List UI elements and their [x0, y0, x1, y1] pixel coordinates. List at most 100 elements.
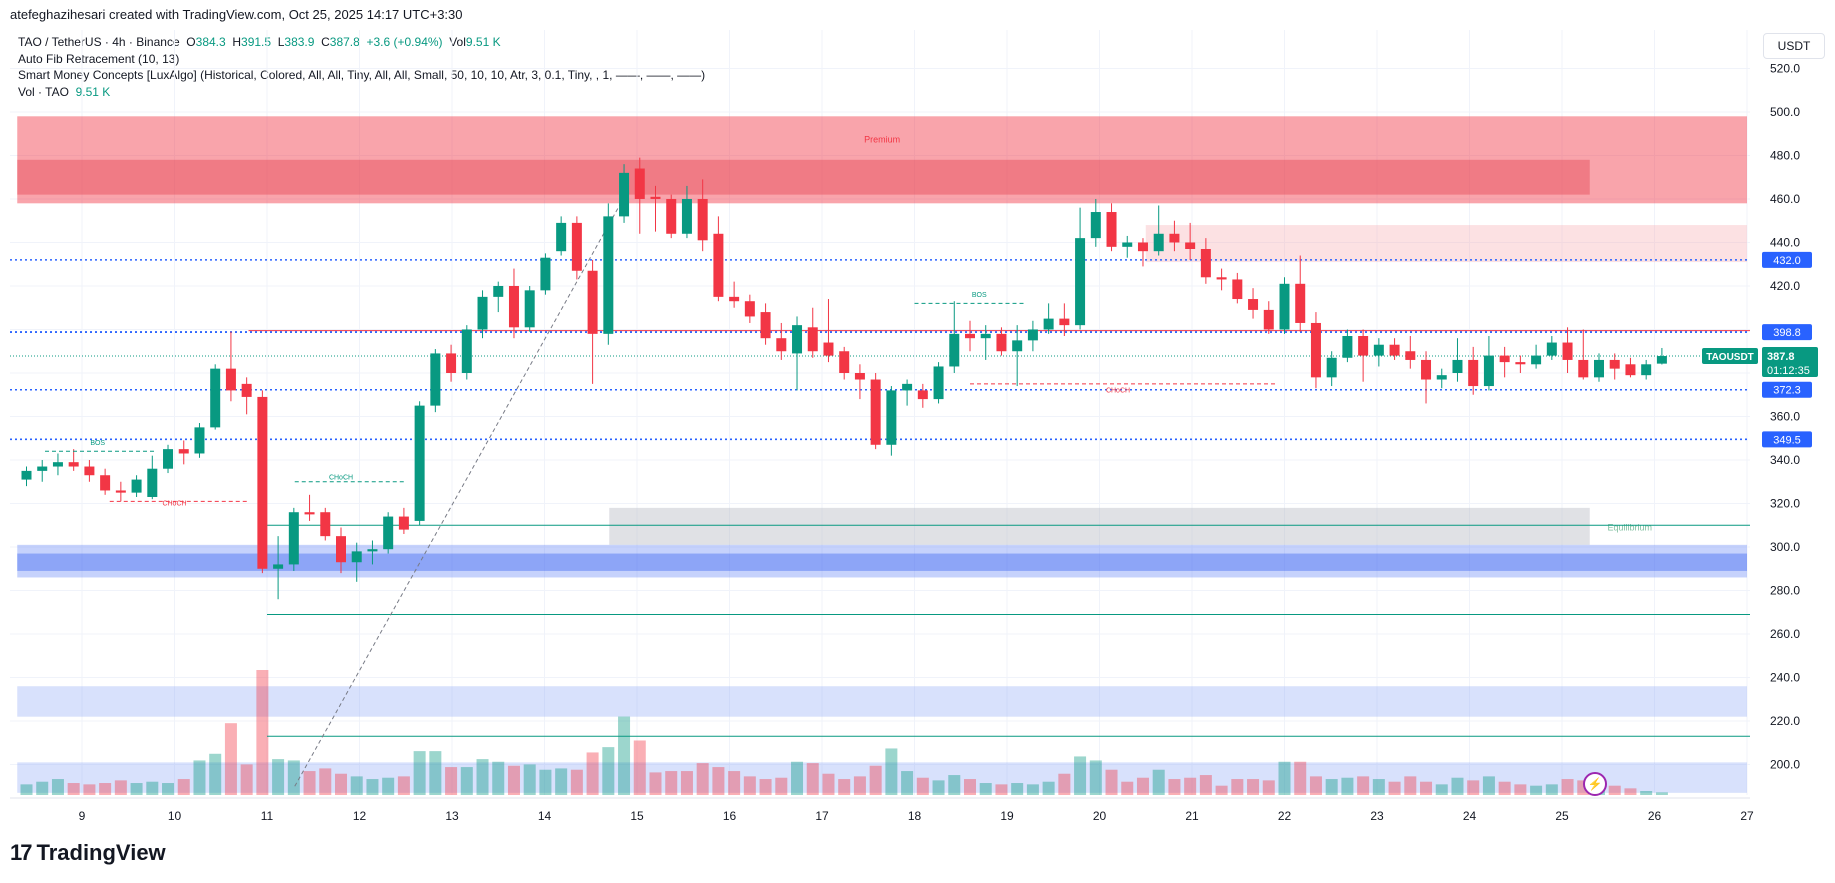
zone-discount [17, 544, 1747, 578]
volume-bar [633, 740, 646, 795]
indicator-fib-legend[interactable]: Auto Fib Retracement (10, 13) [18, 51, 180, 66]
low-value: 383.9 [284, 35, 315, 49]
candle-body [398, 516, 409, 530]
candle-body [807, 327, 818, 352]
candle-body [367, 549, 378, 552]
indicator-volume-legend[interactable]: Vol · TAO 9.51 K [18, 84, 705, 101]
volume-bar [51, 779, 64, 795]
zone-supply [1145, 225, 1747, 263]
volume-bar [696, 763, 709, 795]
fib-price-text: 398.8 [1773, 327, 1801, 339]
candle-body [1263, 309, 1274, 330]
candle-body [1279, 283, 1290, 330]
volume-bar [1215, 785, 1228, 795]
legend: TAO / TetherUS · 4h · Binance O384.3 H39… [18, 34, 705, 100]
volume-bar [429, 751, 442, 795]
structure-label: CHoCH [162, 501, 186, 508]
candle-body [1012, 340, 1023, 352]
symbol-name[interactable]: TAO / TetherUS · 4h · Binance [18, 35, 180, 49]
indicator-smc-legend[interactable]: Smart Money Concepts [LuxAlgo] (Historic… [18, 68, 706, 82]
y-tick-label: 200.0 [1770, 758, 1800, 772]
volume-bar [995, 784, 1008, 795]
volume-value: 9.51 K [465, 35, 501, 49]
candle-body [1358, 336, 1369, 356]
candle-body [1609, 359, 1620, 369]
currency-unit-button[interactable]: USDT [1763, 33, 1825, 59]
x-tick-label: 21 [1185, 809, 1199, 823]
volume-bar [319, 768, 332, 795]
y-tick-label: 280.0 [1770, 584, 1800, 598]
candle-body [1295, 283, 1306, 323]
volume-bar [1388, 781, 1401, 795]
candle-body [839, 351, 850, 373]
volume-bar [413, 751, 426, 795]
candle-body [540, 257, 551, 291]
candle-body [1531, 355, 1542, 365]
x-tick-label: 9 [79, 809, 86, 823]
y-tick-label: 440.0 [1770, 235, 1800, 249]
candle-body [1185, 242, 1196, 250]
change-value: +3.6 (+0.94%) [366, 35, 443, 49]
volume-bar [209, 753, 222, 795]
candle-body [1027, 329, 1038, 341]
candle-body [697, 198, 708, 241]
candle-body [1436, 375, 1447, 380]
volume-bar [1404, 776, 1417, 795]
volume-bar [1294, 761, 1307, 795]
volume-bar [224, 723, 237, 795]
zone-discount_core [17, 553, 1747, 571]
candle-body [1059, 318, 1070, 326]
last-price-tag [1762, 347, 1818, 378]
candles [21, 157, 1667, 600]
candle-body [84, 466, 95, 476]
volume-bar [1074, 756, 1087, 795]
volume-bar [1121, 781, 1134, 795]
volume-bar [492, 761, 505, 795]
x-tick-label: 14 [538, 809, 552, 823]
candle-body [729, 296, 740, 302]
volume-bar [1309, 776, 1322, 795]
volume-bar [680, 771, 693, 795]
volume-bar [1530, 785, 1543, 795]
x-tick-label: 23 [1370, 809, 1384, 823]
candle-body [524, 290, 535, 328]
volume-bar [1608, 785, 1621, 795]
volume-bar [539, 769, 552, 795]
candle-body [257, 396, 268, 569]
bolt-icon[interactable]: ⚡ [1583, 772, 1607, 796]
volume-bar [869, 765, 882, 795]
candle-body [650, 196, 661, 199]
candle-body [571, 222, 582, 271]
last-price-text: 387.8 [1767, 351, 1795, 363]
volume-bar [1026, 784, 1039, 795]
x-tick-label: 27 [1740, 809, 1754, 823]
candle-body [508, 285, 519, 328]
candle-body [1578, 359, 1589, 378]
volume-bar [445, 767, 458, 795]
candle-body [21, 470, 32, 480]
close-label: C [321, 35, 330, 49]
volume-bar [759, 779, 772, 795]
candle-body [477, 296, 488, 330]
symbol-legend-row[interactable]: TAO / TetherUS · 4h · Binance O384.3 H39… [18, 34, 705, 51]
volume-bar [193, 760, 206, 795]
volume-bar [366, 779, 379, 795]
structure-label: CHoCH [1106, 388, 1130, 395]
zone-label: Premium [864, 134, 900, 144]
volume-bar [1278, 761, 1291, 795]
structure-label: BOS [972, 292, 987, 299]
candle-body [1090, 212, 1101, 239]
candle-body [1153, 233, 1164, 252]
volume-bar [618, 716, 631, 795]
candle-body [980, 333, 991, 339]
candle-body [304, 512, 315, 515]
volume-bar [555, 768, 568, 795]
candle-body [178, 449, 189, 454]
volume-bar [382, 777, 395, 795]
volume-bar [83, 784, 96, 795]
volume-bar [712, 767, 725, 795]
volume-bar [1042, 781, 1055, 795]
candle-body [1421, 359, 1432, 380]
x-tick-label: 12 [353, 809, 367, 823]
